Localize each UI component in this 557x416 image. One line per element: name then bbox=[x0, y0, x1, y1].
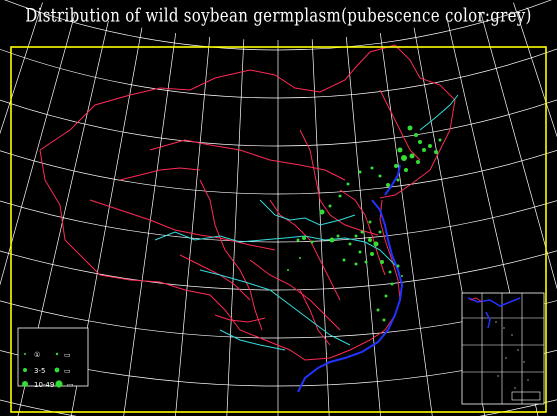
distribution-point bbox=[407, 125, 413, 131]
distribution-point bbox=[364, 260, 368, 264]
map-title: Distribution of wild soybean germplasm(p… bbox=[25, 4, 532, 27]
distribution-point bbox=[370, 252, 374, 256]
meridian-line-9 bbox=[345, 36, 381, 416]
distribution-point bbox=[418, 140, 422, 144]
distribution-point bbox=[397, 147, 403, 153]
parallel-line-2 bbox=[0, 99, 557, 147]
distribution-point bbox=[401, 155, 407, 161]
distribution-point bbox=[368, 238, 372, 242]
distribution-point bbox=[336, 234, 340, 238]
distribution-point bbox=[378, 230, 382, 234]
distribution-point bbox=[409, 153, 415, 159]
distribution-point bbox=[328, 204, 332, 208]
legend-label-2b: ▭ bbox=[64, 367, 71, 375]
distribution-point bbox=[354, 262, 358, 266]
legend: ① ▭ 3-5 ▭ 10-49 ▭ bbox=[17, 327, 89, 389]
meridian-line-14 bbox=[513, 2, 557, 138]
distribution-point bbox=[296, 238, 300, 242]
distribution-point bbox=[342, 258, 346, 262]
distribution-point bbox=[396, 178, 400, 182]
legend-symbol-medium-dot-2 bbox=[54, 367, 60, 373]
meridian-line-1 bbox=[0, 12, 76, 286]
legend-label-2: 3-5 bbox=[34, 367, 45, 375]
distribution-point bbox=[376, 308, 380, 312]
distribution-point bbox=[370, 166, 374, 170]
meridian-line-8 bbox=[311, 39, 330, 416]
inset-islands bbox=[495, 321, 529, 389]
distribution-point bbox=[358, 170, 362, 174]
distribution-point bbox=[388, 270, 392, 274]
distribution-point bbox=[319, 209, 325, 215]
distribution-point bbox=[414, 133, 418, 137]
distribution-point bbox=[438, 138, 442, 142]
distribution-point bbox=[287, 269, 289, 271]
distribution-point bbox=[404, 168, 408, 172]
distribution-point bbox=[390, 282, 394, 286]
meridian-line-10 bbox=[379, 33, 433, 416]
distribution-point bbox=[346, 182, 350, 186]
legend-label-3: 10-49 bbox=[34, 381, 54, 389]
province-borders bbox=[39, 44, 456, 361]
distribution-point bbox=[354, 234, 358, 238]
distribution-points bbox=[287, 125, 442, 322]
distribution-point bbox=[416, 160, 420, 164]
legend-box bbox=[17, 327, 89, 387]
distribution-point bbox=[378, 174, 382, 178]
map-frame bbox=[10, 46, 547, 413]
legend-symbol-large-dot-2 bbox=[55, 380, 63, 388]
legend-symbol-small-dot bbox=[24, 353, 26, 355]
distribution-point bbox=[302, 236, 306, 240]
distribution-point bbox=[386, 183, 390, 187]
distribution-point bbox=[329, 237, 335, 243]
distribution-point bbox=[348, 242, 352, 246]
inset-scale-box bbox=[511, 391, 541, 401]
legend-label-1b: ▭ bbox=[64, 351, 71, 359]
parallel-line-5 bbox=[0, 250, 557, 291]
legend-symbol-large-dot bbox=[22, 381, 28, 387]
legend-symbol-small-dot-2 bbox=[55, 352, 59, 356]
south-china-sea-inset bbox=[461, 292, 545, 405]
distribution-point bbox=[384, 294, 388, 298]
distribution-point bbox=[358, 250, 362, 254]
distribution-point bbox=[382, 318, 386, 322]
parallel-line-6 bbox=[0, 300, 557, 339]
distribution-point bbox=[360, 230, 364, 234]
parallel-line-3 bbox=[0, 149, 557, 195]
distribution-point bbox=[299, 257, 301, 259]
legend-label-3b: ▭ bbox=[67, 381, 74, 389]
legend-symbol-medium-dot bbox=[23, 368, 27, 372]
distribution-point bbox=[422, 148, 426, 152]
distribution-point bbox=[338, 194, 342, 198]
meridian-line-0 bbox=[0, 2, 43, 135]
distribution-point bbox=[396, 264, 400, 268]
parallel-line-1 bbox=[0, 48, 557, 99]
parallel-line-4 bbox=[0, 199, 557, 243]
meridian-line-5 bbox=[175, 36, 211, 416]
distribution-point bbox=[380, 260, 384, 264]
parallel-line-0 bbox=[4, 0, 552, 51]
meridian-line-13 bbox=[480, 12, 557, 290]
inset-box bbox=[461, 292, 545, 405]
coastline bbox=[297, 164, 404, 393]
distribution-point bbox=[434, 150, 438, 154]
meridian-line-4 bbox=[123, 33, 177, 416]
rivers bbox=[154, 94, 459, 351]
distribution-point bbox=[373, 241, 379, 247]
meridian-line-6 bbox=[226, 39, 245, 416]
distribution-point bbox=[368, 220, 372, 224]
distribution-point bbox=[310, 240, 314, 244]
distribution-point bbox=[428, 144, 432, 148]
distribution-point bbox=[401, 275, 403, 277]
legend-label-1: ① bbox=[34, 351, 40, 359]
distribution-point bbox=[394, 164, 398, 168]
